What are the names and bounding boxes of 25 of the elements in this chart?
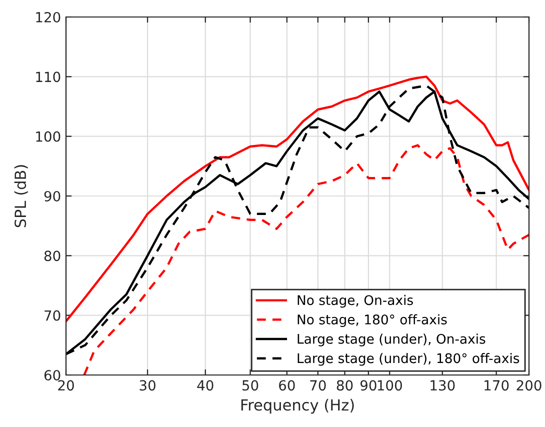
x-tick-label: 20	[58, 380, 74, 391]
x-tick-label: 130	[430, 380, 455, 391]
x-tick-label: 90	[360, 380, 376, 391]
x-tick-label: 70	[310, 380, 326, 391]
legend-label: No stage, On-axis	[298, 294, 413, 308]
y-tick-label: 90	[44, 190, 60, 202]
x-tick-label: 30	[140, 380, 156, 391]
y-tick-label: 120	[36, 12, 60, 22]
legend-label: Large stage (under), On-axis	[298, 334, 486, 346]
x-tick-label: 80	[336, 380, 353, 391]
x-tick-label: 60	[279, 380, 295, 391]
x-tick-label: 40	[197, 380, 214, 391]
y-tick-label: 80	[44, 250, 60, 262]
y-tick-label: 60	[44, 370, 60, 380]
x-tick-label: 170	[484, 380, 509, 391]
y-axis-title: SPL (dB)	[14, 165, 28, 228]
legend-label: No stage, 180° off-axis	[298, 314, 447, 328]
x-tick-label: 50	[242, 380, 258, 391]
y-tick-label: 100	[36, 131, 60, 142]
x-axis-title: Frequency (Hz)	[241, 398, 354, 414]
y-tick-label: 110	[36, 72, 60, 82]
legend-label: Large stage (under), 180° off-axis	[298, 352, 520, 366]
y-tick-label: 70	[44, 310, 60, 321]
x-tick-label: 200	[516, 380, 542, 391]
x-tick-label: 100	[378, 380, 402, 391]
